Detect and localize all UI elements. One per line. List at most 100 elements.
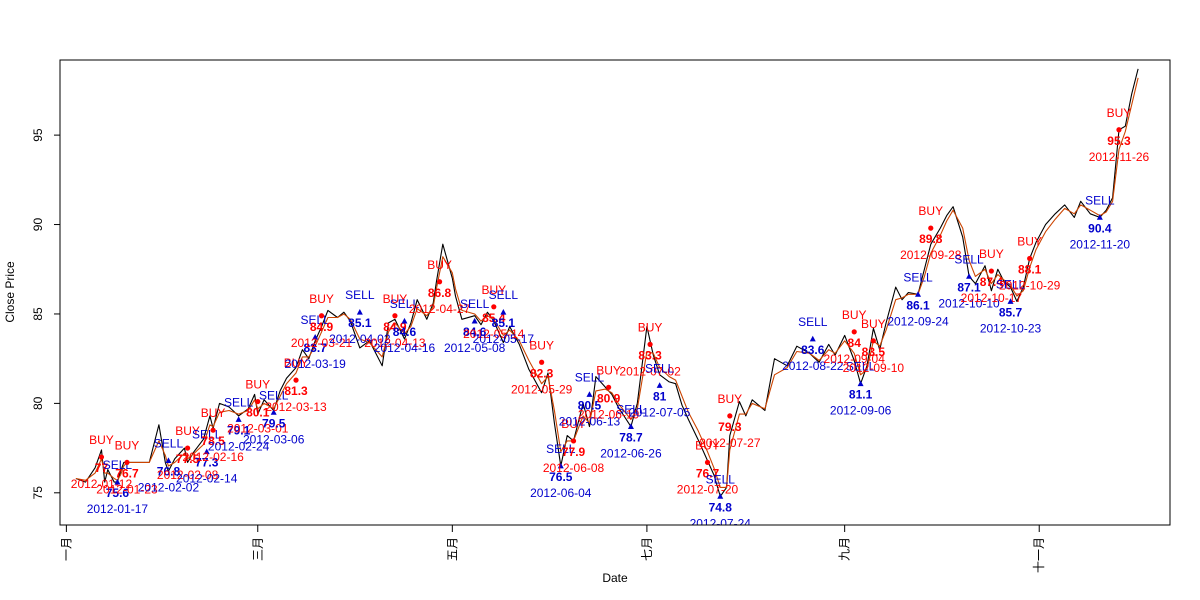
signal-price-label: 76.7 [696, 466, 720, 480]
series-lines [75, 68, 1139, 497]
signal-type-label: BUY [842, 308, 867, 322]
signal-price-label: 85.7 [999, 305, 1023, 319]
buy-marker [1027, 255, 1033, 262]
buy-signal: BUY 89.8 2012-09-28 [900, 204, 962, 262]
signal-type-label: SELL [954, 252, 984, 266]
signal-price-label: 84.9 [383, 320, 407, 334]
sell-signal: SELL 85.1 2012-04-02 [329, 288, 391, 346]
signal-date-label: 2012-02-08 [157, 468, 219, 482]
signal-type-label: SELL [259, 388, 289, 402]
signal-date-label: 2012-09-04 [824, 352, 886, 366]
signal-date-label: 2012-07-27 [699, 436, 761, 450]
signal-price-label: 89.8 [919, 232, 943, 246]
sell-marker [857, 380, 864, 387]
sell-marker [809, 335, 816, 342]
buy-signal: BUY 84.9 2012-04-13 [364, 292, 426, 350]
buy-signal: BUY 81.3 2012-03-13 [265, 356, 327, 414]
signal-price-label: 84.6 [463, 325, 487, 339]
buy-marker [184, 445, 191, 451]
buy-marker [928, 225, 934, 231]
buy-marker [255, 398, 261, 405]
signal-price-label: 79.1 [227, 423, 251, 437]
signal-price-label: 84.6 [393, 325, 417, 339]
buy-marker [491, 304, 497, 310]
signal-price-label: 79.3 [718, 420, 742, 434]
signal-date-label: 2012-03-01 [227, 422, 289, 436]
signal-price-label: 95.3 [1107, 134, 1131, 148]
signal-type-label: SELL [546, 442, 576, 456]
sell-marker [270, 409, 277, 415]
signal-date-label: 2012-10-23 [980, 321, 1042, 335]
signal-type-label: BUY [284, 356, 309, 370]
signal-type-label: BUY [1017, 235, 1042, 249]
sell-marker [203, 448, 210, 455]
signal-date-label: 2012-04-16 [374, 341, 436, 355]
signal-type-label: SELL [224, 395, 254, 409]
signal-date-label: 2012-06-26 [600, 447, 662, 461]
signal-type-label: BUY [596, 363, 621, 377]
buy-signal: BUY 83.3 2012-07-02 [619, 320, 681, 378]
signal-type-label: BUY [383, 292, 408, 306]
signal-price-label: 83.3 [638, 348, 662, 362]
sell-marker [471, 317, 478, 324]
signal-price-label: 80.1 [246, 406, 270, 420]
sell-signal: SELL 81.1 2012-09-06 [830, 360, 892, 418]
signal-price-label: 85.4 [482, 311, 506, 325]
signal-type-label: SELL [645, 362, 675, 376]
signal-price-label: 82.3 [530, 366, 554, 380]
buy-marker [704, 459, 711, 466]
y-tick-label: 75 [31, 486, 45, 500]
buy-signal: BUY 80.9 2012-06-19 [578, 363, 640, 421]
signal-date-label: 2012-07-24 [690, 516, 752, 530]
sell-signal: SELL 84.6 2012-05-08 [444, 297, 506, 355]
signal-price-label: 85.1 [348, 316, 372, 330]
signal-date-label: 2012-04-02 [329, 332, 391, 346]
signal-date-label: 2012-05-29 [511, 382, 573, 396]
signal-price-label: 85.1 [492, 316, 516, 330]
signal-date-label: 2012-04-27 [409, 302, 471, 316]
signal-price-label: 77.9 [562, 445, 586, 459]
signal-price-label: 88.1 [1018, 263, 1042, 277]
signal-type-label: SELL [996, 277, 1026, 291]
sell-marker [966, 273, 973, 279]
sell-marker [557, 462, 564, 469]
signal-type-label: SELL [154, 437, 184, 451]
signal-date-label: 2012-06-04 [530, 486, 592, 500]
buy-marker [870, 338, 876, 344]
signal-date-label: 2012-01-23 [96, 482, 158, 496]
buy-signal: BUY 83.5 2012-09-10 [843, 317, 905, 375]
plot-area: BUY772012-01-12SELL75.62012-01-17BUY76.7… [71, 68, 1150, 530]
signal-price-label: 78.5 [201, 434, 225, 448]
signal-date-label: 2012-09-06 [830, 404, 892, 418]
sell-signal: SELL 83.6 2012-08-22 [782, 315, 844, 373]
signal-price-label: 81.3 [284, 384, 308, 398]
x-tick-label: 三月 [251, 537, 265, 561]
signal-price-label: 84 [848, 336, 862, 350]
buy-signal: BUY 86.8 2012-04-27 [409, 258, 471, 316]
signal-type-label: SELL [1085, 193, 1115, 207]
buy-marker [293, 377, 299, 383]
signal-price-label: 80.5 [578, 398, 602, 412]
signal-date-label: 2012-04-13 [364, 336, 426, 350]
sell-signal: SELL 76.8 2012-02-02 [138, 437, 200, 495]
x-tick-label: 十一月 [1032, 537, 1046, 573]
y-axis: 75 80 85 90 95 [31, 128, 61, 500]
signal-type-label: SELL [798, 315, 828, 329]
buy-signal: BUY 76.7 2012-01-23 [96, 438, 158, 496]
buy-marker [570, 438, 577, 444]
signal-type-label: BUY [695, 438, 720, 452]
buy-signal: BUY 87.4 2012-10-17 [961, 247, 1023, 305]
signal-date-label: 2012-03-19 [284, 357, 346, 371]
buy-signal: BUY 77.9 2012-06-08 [543, 417, 605, 475]
sell-marker [586, 391, 593, 397]
signal-date-label: 2012-05-08 [444, 341, 506, 355]
signal-price-label: 76.8 [157, 465, 181, 479]
sell-marker [401, 317, 408, 324]
signal-price-label: 87.1 [957, 280, 981, 294]
signal-date-label: 2012-09-28 [900, 248, 962, 262]
sell-signal: SELL 81 2012-07-05 [629, 362, 691, 420]
signal-date-label: 2012-10-29 [999, 279, 1061, 293]
signal-price-label: 77.3 [195, 456, 219, 470]
signal-type-label: BUY [481, 283, 506, 297]
